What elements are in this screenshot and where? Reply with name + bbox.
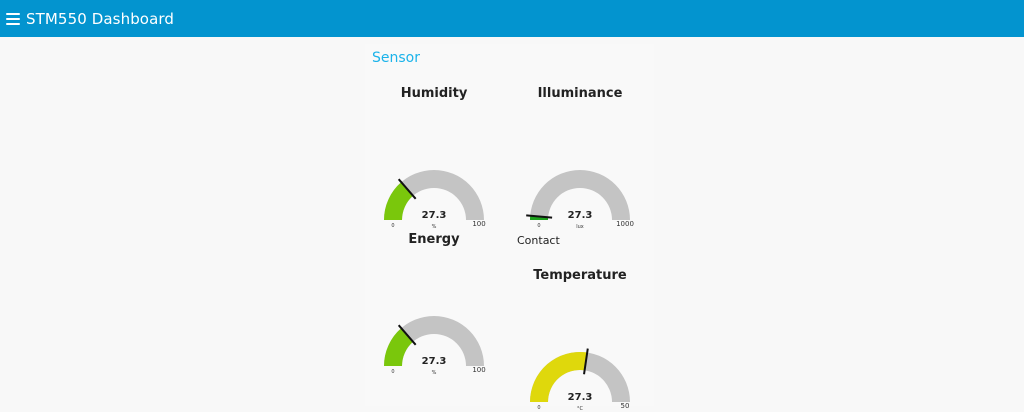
illuminance-gauge: Illuminance 27.3 lux 0 1000 xyxy=(515,84,645,234)
gauge-max-label: 1000 xyxy=(616,220,634,228)
gauge-unit: lux xyxy=(576,224,584,230)
energy-gauge: Energy 27.3% 0 100 xyxy=(369,230,499,380)
gauge-label: Illuminance xyxy=(537,86,623,101)
gauge-value: 27.3 xyxy=(568,210,593,221)
gauge-max-label: 100 xyxy=(472,220,485,228)
gauge-track xyxy=(530,170,630,220)
humidity-gauge: Humidity 27.3% 0 100 xyxy=(369,84,499,234)
gauge-unit: % xyxy=(432,224,437,230)
temperature-gauge: Temperature 27.3 °C 0 50 xyxy=(515,266,645,412)
gauge-unit: °C xyxy=(577,406,584,412)
gauge-track xyxy=(384,170,484,220)
gauge-label: Energy xyxy=(408,232,460,247)
gauge-label: Humidity xyxy=(400,86,468,101)
gauge-max-label: 100 xyxy=(472,366,485,374)
humidity-gauge-graphic: 27.3% 0 100 xyxy=(384,170,486,230)
gauge-max-label: 50 xyxy=(621,402,630,410)
gauge-value: 27.3 xyxy=(422,356,447,367)
gauge-value: 27.3 xyxy=(568,392,593,403)
top-bar: STM550 Dashboard xyxy=(0,0,1024,37)
gauge-needle xyxy=(583,348,589,375)
energy-gauge-graphic: 27.3% 0 100 xyxy=(384,316,486,376)
temperature-gauge-graphic: 27.3°C0 50 xyxy=(530,348,630,412)
gauge-needle xyxy=(397,178,417,200)
gauge-min-label: 0 xyxy=(537,223,540,229)
hamburger-menu-icon[interactable] xyxy=(6,12,20,25)
gauge-unit: % xyxy=(432,370,437,376)
illuminance-gauge-graphic: 27.3 lux 0 1000 xyxy=(526,170,634,230)
dashboard-title: STM550 Dashboard xyxy=(26,9,175,28)
gauge-fill xyxy=(384,182,414,220)
sensor-group: Sensor Humidity 27.3% 0 100 Illuminance 27… xyxy=(365,44,654,412)
contact-label: Contact xyxy=(517,234,560,247)
gauge-value: 27.3 xyxy=(422,210,447,221)
gauge-fill xyxy=(384,328,414,366)
group-title: Sensor xyxy=(372,50,420,66)
gauge-fill xyxy=(530,352,588,402)
gauge-label: Temperature xyxy=(533,268,627,283)
gauge-needle xyxy=(397,324,417,346)
gauge-min-label: 0 xyxy=(391,369,394,375)
gauge-min-label: 0 xyxy=(391,223,394,229)
gauge-track xyxy=(384,316,484,366)
gauge-needle xyxy=(526,214,553,219)
